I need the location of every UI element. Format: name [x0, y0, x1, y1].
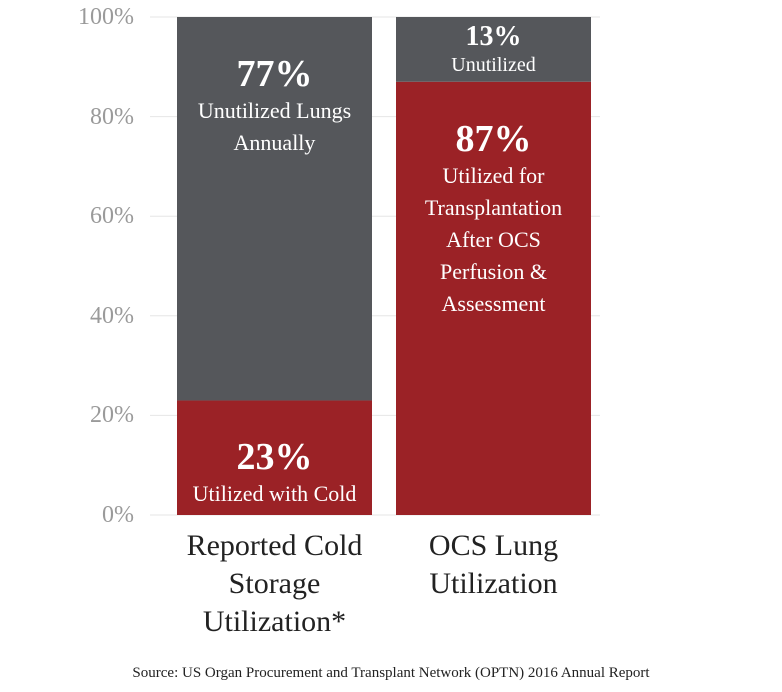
y-tick-label: 40%: [90, 302, 134, 329]
y-tick-label: 80%: [90, 103, 134, 130]
value-label: 77%: [236, 53, 313, 95]
value-label: 13%: [465, 21, 522, 52]
bar-segment: [177, 17, 372, 401]
segment-text: Utilized for Transplantation After OCS P…: [424, 162, 563, 316]
y-tick-label: 20%: [90, 402, 134, 429]
bar-segment: [396, 17, 591, 82]
segment-label: 87% Utilized for Transplantation After OC…: [402, 118, 586, 320]
x-tick-label: Reported Cold Storage Utilization*: [186, 529, 363, 638]
segment-label: 13% Unutilized: [402, 22, 586, 78]
bar-segment: [177, 400, 372, 515]
segment-label: 77% Unutilized Lungs Annually: [183, 53, 367, 159]
x-tick-label: OCS Lung Utilization: [428, 529, 559, 600]
value-label: 23%: [236, 436, 313, 479]
bar-segment: [396, 81, 591, 516]
value-label: 87%: [455, 117, 532, 160]
segment-text: Unutilized: [451, 54, 536, 76]
segment-label: 23% Utilized with Cold Storage: [183, 436, 367, 542]
source-note: Source: US Organ Procurement and Transpl…: [132, 665, 650, 681]
segment-text: Unutilized Lungs Annually: [197, 98, 352, 155]
y-tick-label: 0%: [102, 502, 134, 528]
y-tick-label: 100%: [78, 4, 134, 30]
y-tick-label: 60%: [90, 203, 134, 230]
segment-text: Utilized with Cold Storage: [192, 481, 357, 539]
